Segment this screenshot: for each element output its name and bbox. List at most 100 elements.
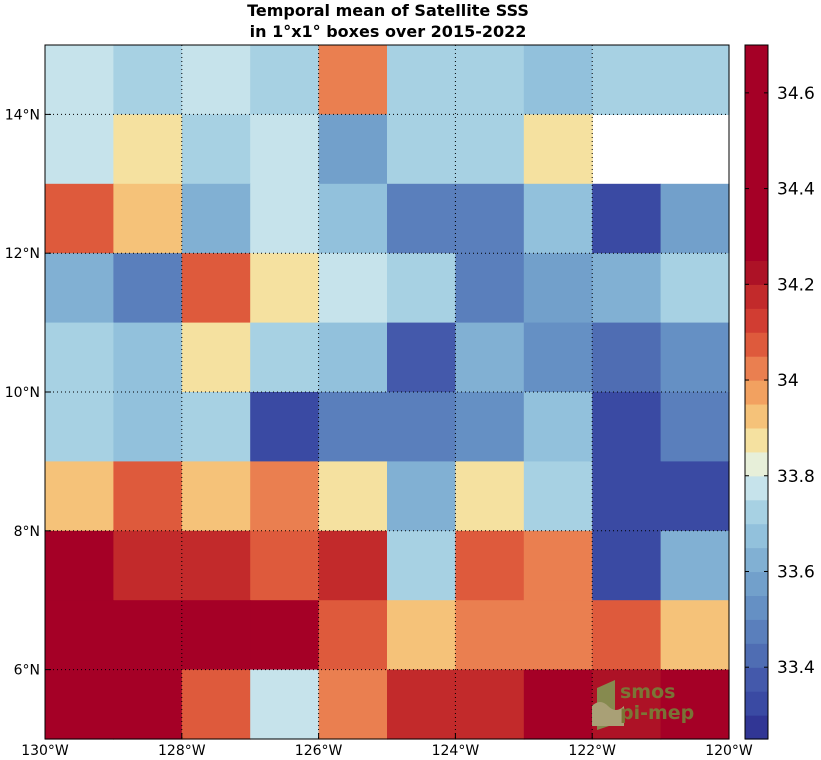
heatmap-cell — [660, 461, 730, 532]
y-tick-label: 12°N — [5, 246, 40, 262]
heatmap-cell — [113, 253, 183, 324]
colorbar-segment — [745, 356, 768, 381]
heatmap-cell — [181, 114, 251, 185]
heatmap-cell — [387, 114, 456, 185]
heatmap-cell — [250, 669, 320, 740]
heatmap-cell — [455, 45, 525, 115]
heatmap-cell — [113, 183, 183, 254]
heatmap-cell — [318, 114, 388, 185]
heatmap-cell — [113, 530, 183, 601]
colorbar-segment — [745, 667, 768, 692]
heatmap-cell — [592, 253, 662, 324]
heatmap-cell — [660, 322, 730, 393]
heatmap-cell — [660, 253, 730, 324]
colorbar — [745, 45, 768, 740]
heatmap-cell — [455, 600, 525, 671]
heatmap-cell — [45, 600, 114, 671]
heatmap-cell — [592, 45, 662, 115]
heatmap-cell — [387, 183, 456, 254]
heatmap-cell — [181, 600, 251, 671]
heatmap-cell — [318, 45, 388, 115]
colorbar-segment — [745, 523, 768, 549]
heatmap-cell — [523, 669, 593, 740]
heatmap-cell — [455, 183, 525, 254]
colorbar-segment — [745, 332, 768, 357]
colorbar-segment — [745, 427, 768, 453]
colorbar-segment — [745, 380, 768, 405]
chart-title-line-1: Temporal mean of Satellite SSS — [247, 1, 529, 20]
y-tick-label: 10°N — [5, 385, 40, 401]
heatmap-cell — [318, 322, 388, 393]
heatmap-cell — [250, 253, 320, 324]
heatmap-cell — [250, 461, 320, 532]
heatmap-cell — [113, 600, 183, 671]
heatmap-cell — [318, 183, 388, 254]
colorbar-tick-label: 34.4 — [777, 180, 815, 200]
heatmap-cell — [45, 253, 114, 324]
heatmap-cell — [250, 183, 320, 254]
heatmap-cell — [387, 600, 456, 671]
heatmap-cell — [387, 530, 456, 601]
heatmap-cell — [523, 253, 593, 324]
x-tick-label: 120°W — [705, 743, 753, 759]
colorbar-segment — [745, 571, 768, 597]
heatmap-cell — [250, 114, 320, 185]
colorbar-segment — [745, 260, 768, 285]
heatmap-cell — [181, 530, 251, 601]
heatmap-cell — [181, 669, 251, 740]
heatmap-cell — [455, 253, 525, 324]
heatmap-cell — [181, 183, 251, 254]
heatmap-cell — [523, 530, 593, 601]
heatmap-cell — [455, 114, 525, 185]
heatmap-cell — [592, 322, 662, 393]
colorbar-segment — [745, 499, 768, 525]
y-axis: 6°N 8°N 10°N 12°N 14°N — [5, 107, 51, 679]
heatmap-cell — [250, 600, 320, 671]
x-tick-label: 130°W — [21, 743, 69, 759]
heatmap-cell — [592, 530, 662, 601]
x-tick-label: 128°W — [158, 743, 206, 759]
colorbar-tick-label: 34.6 — [777, 84, 815, 104]
colorbar-tick-label: 33.8 — [777, 467, 815, 487]
logo-text-pi-mep: pi-mep — [620, 702, 694, 724]
heatmap-cell — [113, 461, 183, 532]
heatmap-cell — [523, 45, 593, 115]
heatmap-cell — [592, 183, 662, 254]
heatmap-cell — [318, 600, 388, 671]
heatmap-cell — [660, 669, 730, 740]
colorbar-segment — [745, 547, 768, 573]
heatmap-cell — [181, 322, 251, 393]
heatmap-cell — [660, 183, 730, 254]
heatmap-cell — [181, 392, 251, 462]
heatmap-cell — [523, 461, 593, 532]
x-tick-label: 124°W — [432, 743, 480, 759]
y-tick-label: 14°N — [5, 107, 40, 123]
heatmap-cell — [45, 45, 114, 115]
heatmap-cell — [387, 45, 456, 115]
heatmap-cell — [181, 461, 251, 532]
heatmap-cell — [660, 45, 730, 115]
colorbar-segment — [745, 595, 768, 620]
heatmap-cell — [455, 530, 525, 601]
colorbar-tick-label: 34.2 — [777, 275, 815, 295]
heatmap-cell — [113, 45, 183, 115]
colorbar-segment — [745, 284, 768, 309]
heatmap-cell — [318, 461, 388, 532]
heatmap-cell — [250, 392, 320, 462]
heatmap-cell — [387, 392, 456, 462]
heatmap-cell — [45, 322, 114, 393]
heatmap-cell — [523, 322, 593, 393]
heatmap-cell — [592, 600, 662, 671]
heatmap-cell — [387, 322, 456, 393]
heatmap-cell — [660, 392, 730, 462]
smos-pi-mep-logo: smos pi-mep — [592, 680, 694, 730]
heatmap-cell — [455, 392, 525, 462]
x-axis: 130°W 128°W 126°W 124°W 122°W 120°W — [21, 733, 753, 759]
heatmap-cell — [45, 392, 114, 462]
colorbar-segment — [745, 308, 768, 333]
heatmap-cell — [250, 530, 320, 601]
heatmap-cell — [45, 114, 114, 185]
heatmap-cell — [181, 253, 251, 324]
heatmap-cell — [523, 183, 593, 254]
